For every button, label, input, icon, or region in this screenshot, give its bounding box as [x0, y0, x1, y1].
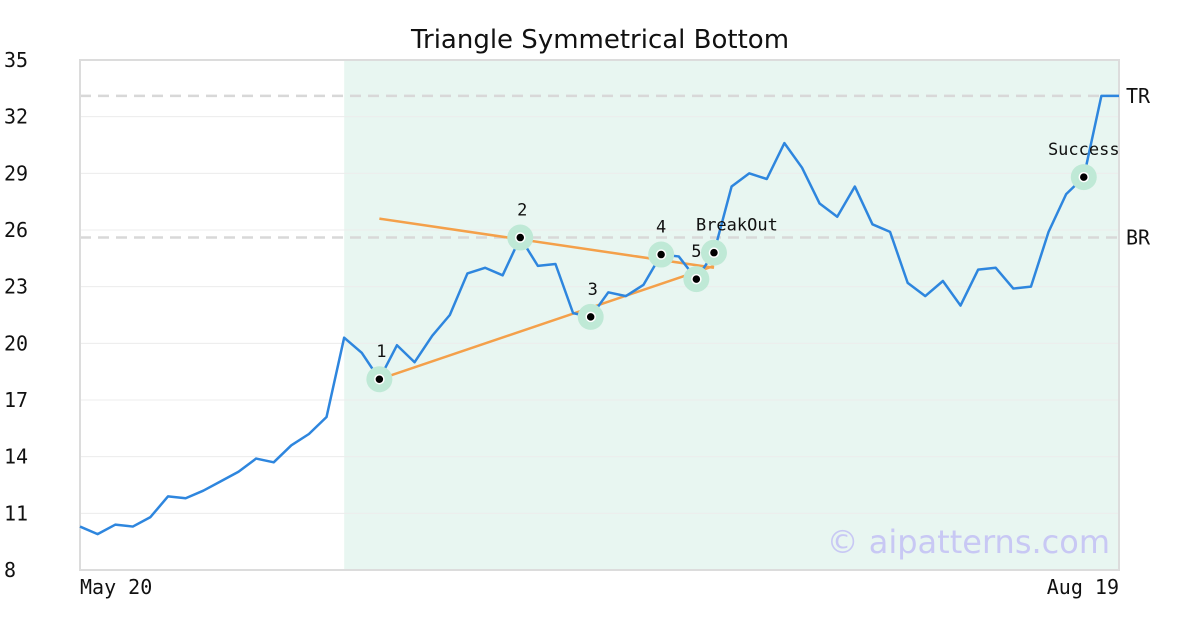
y-tick-label: 17	[4, 388, 28, 412]
reference-label: TR	[1126, 84, 1151, 108]
pattern-point	[515, 232, 526, 243]
trendline	[378, 264, 715, 381]
x-tick-label: May 20	[80, 575, 152, 599]
pattern-highlight-region	[344, 60, 1119, 570]
series-line	[79, 94, 1119, 536]
y-tick-label: 32	[4, 105, 28, 129]
y-tick-label: 14	[4, 445, 28, 469]
pattern-point-label: 2	[517, 201, 527, 221]
pattern-point-label: 4	[656, 218, 666, 238]
y-tick-label: 20	[4, 331, 28, 355]
x-tick-label: Aug 19	[1047, 575, 1119, 599]
y-tick-label: 35	[4, 48, 28, 72]
plot-frame	[79, 59, 1120, 571]
pattern-point-label: Success	[1048, 140, 1120, 160]
pattern-point	[691, 273, 702, 285]
pattern-point-label: 3	[588, 280, 598, 300]
y-tick-label: 8	[4, 558, 16, 582]
y-tick-label: 23	[4, 275, 28, 299]
pattern-point	[1078, 171, 1090, 183]
y-tick-label: 11	[4, 501, 28, 525]
pattern-point	[374, 373, 385, 385]
pattern-point	[585, 311, 596, 323]
chart-title: Triangle Symmetrical Bottom	[410, 25, 789, 55]
pattern-point	[708, 247, 720, 258]
watermark: © aipatterns.com	[827, 523, 1110, 561]
reference-label: BR	[1126, 226, 1151, 250]
pattern-point	[655, 249, 667, 260]
y-tick-label: 29	[4, 161, 28, 185]
pattern-point-label: 5	[691, 242, 701, 262]
pattern-point-label: 1	[376, 342, 386, 362]
y-tick-label: 26	[4, 218, 28, 242]
pattern-point-label: BreakOut	[696, 216, 778, 236]
